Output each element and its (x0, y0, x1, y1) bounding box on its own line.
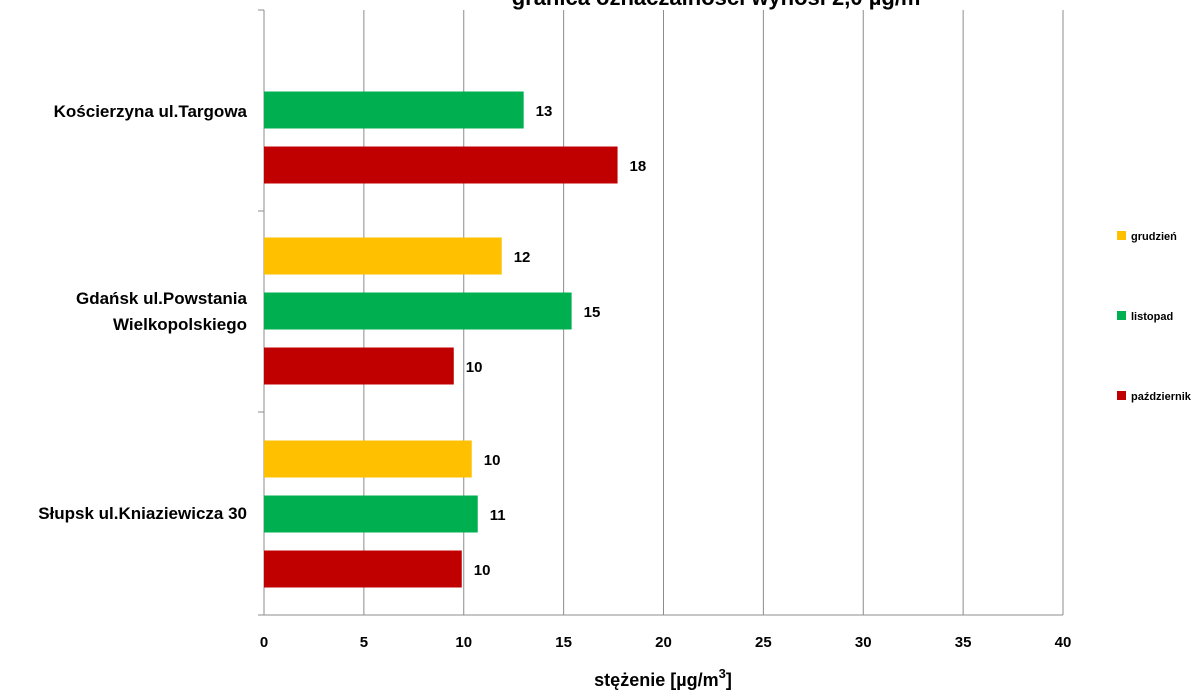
x-tick-label: 15 (555, 634, 572, 651)
x-tick-label: 30 (855, 634, 872, 651)
labels: granica oznaczalności wynosi 2,0 µg/m3 0 5… (38, 0, 1071, 690)
legend-label: grudzień (1131, 231, 1177, 243)
legend-label: październik (1131, 391, 1192, 403)
data-label: 10 (466, 359, 483, 376)
category-label: Gdańsk ul.Powstania Wielkopolskiego (76, 289, 248, 334)
category-label: Słupsk ul.Kniaziewicza 30 (38, 504, 247, 523)
x-tick-label: 5 (360, 634, 368, 651)
data-label: 10 (484, 452, 501, 469)
legend-swatch-listopad (1117, 311, 1126, 320)
bar-październik (264, 146, 618, 184)
bar-listopad (264, 495, 478, 533)
data-label: 15 (584, 304, 601, 321)
bar-grudzień (264, 440, 472, 478)
x-axis-title: stężenie [µg/m3] (594, 666, 732, 690)
x-tick-label: 20 (655, 634, 672, 651)
legend-swatch-październik (1117, 391, 1126, 400)
data-label: 10 (474, 562, 491, 579)
x-tick-label: 25 (755, 634, 772, 651)
data-label: 18 (630, 158, 647, 175)
x-tick-label: 40 (1055, 634, 1072, 651)
x-tick-label: 35 (955, 634, 972, 651)
data-label: 13 (536, 103, 553, 120)
bar-październik (264, 550, 462, 588)
bar-październik (264, 347, 454, 385)
legend-label: listopad (1131, 311, 1173, 323)
chart-title: granica oznaczalności wynosi 2,0 µg/m3 (512, 0, 929, 10)
legend-swatch-grudzień (1117, 231, 1126, 240)
legend: grudzień listopad październik (1117, 231, 1192, 403)
category-label: Kościerzyna ul.Targowa (54, 102, 248, 121)
data-label: 12 (514, 249, 531, 266)
bar-listopad (264, 292, 572, 330)
x-tick-label: 0 (260, 634, 268, 651)
data-label: 11 (490, 507, 506, 524)
bars (264, 91, 618, 588)
x-tick-label: 10 (455, 634, 472, 651)
bar-listopad (264, 91, 524, 129)
bar-grudzień (264, 237, 502, 275)
